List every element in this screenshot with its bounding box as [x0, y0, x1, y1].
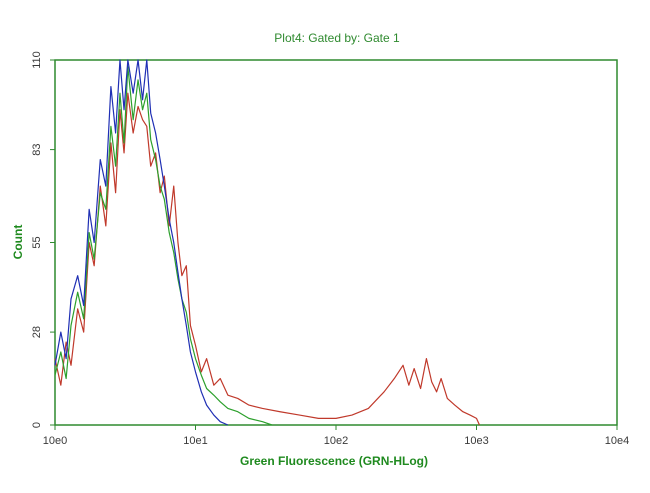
histogram-series-1 — [54, 92, 481, 426]
y-ticks-layer: 0 28 55 83 110 — [31, 51, 55, 428]
histogram-series-3 — [54, 59, 229, 426]
y-tick-label: 28 — [31, 326, 43, 338]
chart-title: Plot4: Gated by: Gate 1 — [274, 31, 400, 45]
x-tick-label: 10e2 — [324, 435, 348, 447]
histogram-series-2 — [54, 66, 273, 426]
series-layer — [54, 59, 481, 426]
x-tick-label: 10e4 — [605, 435, 629, 447]
y-tick-label: 110 — [31, 51, 43, 69]
y-tick-label: 55 — [31, 236, 43, 248]
x-ticks-layer: 10e0 10e1 10e2 10e3 10e4 — [43, 425, 629, 447]
x-tick-label: 10e0 — [43, 435, 67, 447]
x-tick-label: 10e3 — [464, 435, 488, 447]
x-tick-label: 10e1 — [183, 435, 207, 447]
x-axis-label: Green Fluorescence (GRN-HLog) — [240, 454, 428, 468]
y-tick-label: 83 — [31, 143, 43, 155]
y-tick-label: 0 — [31, 422, 43, 428]
plot-frame — [54, 59, 618, 426]
y-axis-label: Count — [11, 225, 25, 260]
